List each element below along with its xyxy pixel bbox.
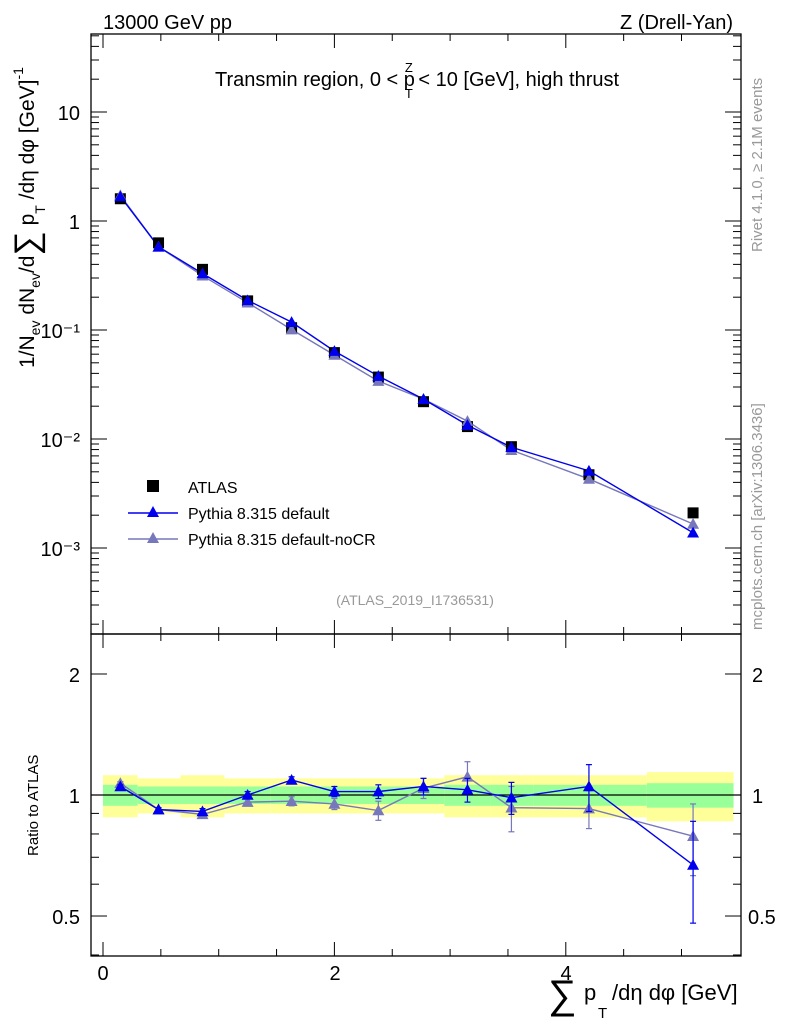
ratio-default-point xyxy=(417,780,430,792)
x-axis-label-rest: /dη dφ [GeV] xyxy=(612,980,738,1005)
ytick-main-4: 10⁻³ xyxy=(41,539,81,561)
xtick-0: 0 xyxy=(97,963,108,985)
line-default xyxy=(119,196,694,534)
default-point xyxy=(152,240,165,252)
nocr-point xyxy=(582,472,595,484)
ratio-data-layer xyxy=(114,761,700,924)
default-point xyxy=(461,419,474,430)
default-point xyxy=(241,294,254,306)
ytick-main-0: 10 xyxy=(58,103,80,125)
ytick-ratio-right-1: 1 xyxy=(752,786,763,808)
ytick-ratio-left-1: 1 xyxy=(69,786,80,808)
ratio-default-point xyxy=(461,783,474,795)
ratio-default-point xyxy=(328,785,341,797)
nocr-point xyxy=(687,518,700,529)
x-axis-label-sub: T xyxy=(598,1005,607,1022)
ytick-ratio-left-0: 2 xyxy=(69,665,80,687)
legend: ATLAS Pythia 8.315 default Pythia 8.315 … xyxy=(128,480,376,549)
ytick-ratio-right-2: 0.5 xyxy=(748,907,776,929)
line-nocr xyxy=(119,194,694,525)
default-point xyxy=(328,345,341,356)
default-point xyxy=(505,441,518,453)
analysis-id: (ATLAS_2019_I1736531) xyxy=(336,592,494,608)
rivet-label: Rivet 4.1.0, ≥ 2.1M events xyxy=(749,78,766,252)
ytick-main-2: 10⁻¹ xyxy=(41,321,81,343)
ratio-default-point xyxy=(505,791,518,803)
ratio-nocr-point xyxy=(372,804,385,816)
nocr-point xyxy=(285,323,298,335)
default-point xyxy=(285,316,298,327)
ratio-default-point xyxy=(114,780,127,792)
chart-title: Transmin region, 0 < pZ T < 10 [GeV], hig… xyxy=(215,60,620,101)
ratio-nocr-point xyxy=(241,796,254,807)
x-axis-label-sigma: ∑ xyxy=(548,973,577,1017)
svg-text:1/Nev dNev/d∑ pT /dη dφ [GeV]: 1/Nev dNev/d∑ pT /dη dφ [GeV]-1 xyxy=(8,67,48,368)
xtick-1: 2 xyxy=(329,963,340,985)
legend-marker-default xyxy=(147,506,159,517)
legend-marker-atlas xyxy=(147,480,159,492)
ytick-main-1: 1 xyxy=(69,212,80,234)
main-data-layer xyxy=(114,189,700,538)
header-right: Z (Drell-Yan) xyxy=(620,12,733,34)
ytick-main-3: 10⁻² xyxy=(41,430,81,452)
default-point xyxy=(196,267,209,279)
legend-label-default: Pythia 8.315 default xyxy=(188,506,330,523)
ratio-default-point xyxy=(285,773,298,785)
ratio-default-point xyxy=(372,785,385,797)
ytick-ratio-right-0: 2 xyxy=(752,665,763,687)
ytick-ratio-left-2: 0.5 xyxy=(52,907,80,929)
default-point xyxy=(114,190,127,202)
legend-label-atlas: ATLAS xyxy=(188,480,238,497)
legend-marker-nocr xyxy=(147,532,159,543)
ratio-default-point xyxy=(152,803,165,815)
ratio-default-point xyxy=(582,780,595,792)
ratio-nocr-point xyxy=(285,795,298,807)
legend-label-nocr: Pythia 8.315 default-noCR xyxy=(188,532,376,549)
ratio-line-default xyxy=(119,779,694,866)
default-point xyxy=(417,393,430,404)
ratio-line-nocr xyxy=(119,776,694,837)
ratio-nocr-point xyxy=(328,797,341,809)
ratio-y-axis-label: Ratio to ATLAS xyxy=(25,755,42,856)
mcplots-label: mcplots.cern.ch [arXiv:1306.3436] xyxy=(749,403,766,630)
default-point xyxy=(372,370,385,381)
x-axis-label-p: p xyxy=(584,980,596,1005)
ratio-default-point xyxy=(687,858,700,870)
y-axis-label: 1/Nev dNev/d∑ pT /dη dφ [GeV]-1 xyxy=(8,67,48,368)
default-point xyxy=(687,526,700,538)
atlas-point xyxy=(687,507,699,519)
default-point xyxy=(582,464,595,476)
header-left: 13000 GeV pp xyxy=(103,12,232,34)
ratio-default-point xyxy=(196,805,209,817)
xtick-2: 4 xyxy=(560,963,571,985)
ratio-default-point xyxy=(241,789,254,800)
